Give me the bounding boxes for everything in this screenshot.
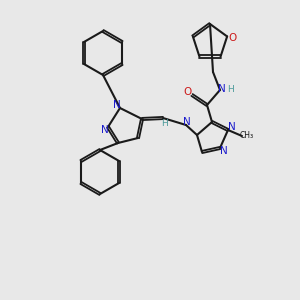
Text: N: N — [113, 100, 121, 110]
Text: N: N — [101, 125, 109, 135]
Text: N: N — [220, 146, 228, 156]
Text: O: O — [228, 33, 236, 43]
Text: N: N — [218, 84, 226, 94]
Text: N: N — [183, 117, 191, 127]
Text: N: N — [228, 122, 236, 132]
Text: O: O — [183, 87, 191, 97]
Text: H: H — [162, 118, 168, 127]
Text: H: H — [226, 85, 233, 94]
Text: CH₃: CH₃ — [240, 131, 254, 140]
